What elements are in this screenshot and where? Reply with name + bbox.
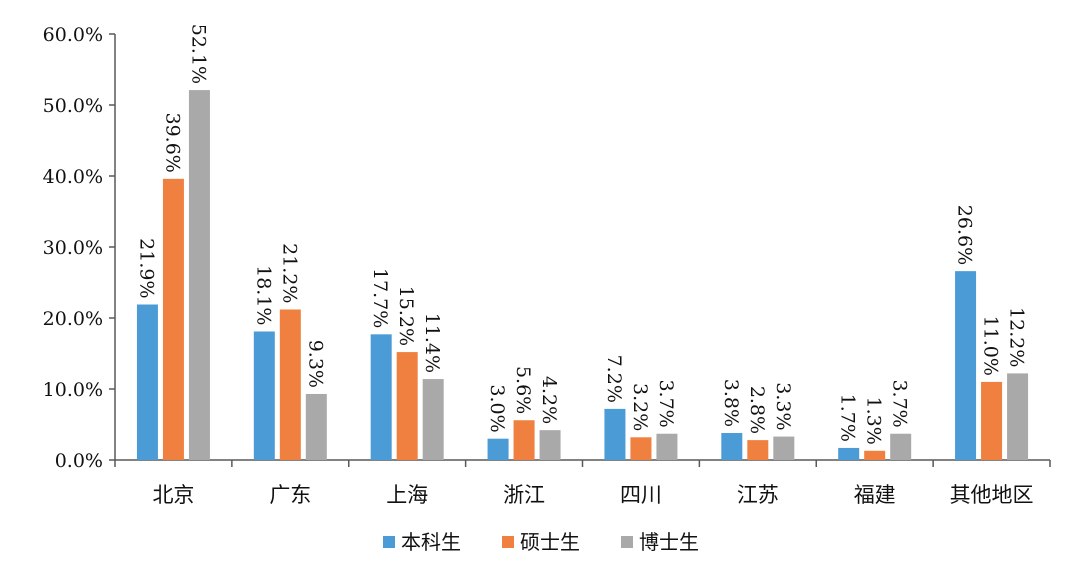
- bar: [1007, 373, 1029, 460]
- bar: [721, 433, 743, 460]
- data-label: 7.2%: [603, 355, 625, 403]
- bar: [162, 178, 184, 460]
- y-axis: 0.0% 10.0% 20.0% 30.0% 40.0% 50.0% 60.0%: [43, 24, 116, 472]
- bar: [487, 438, 509, 460]
- bar: [773, 436, 795, 460]
- data-label: 1.3%: [863, 396, 885, 444]
- bar: [656, 433, 678, 460]
- x-tick-label: 其他地区: [950, 483, 1034, 507]
- bar: [539, 430, 561, 460]
- bar: [838, 447, 860, 460]
- data-label: 3.7%: [889, 379, 911, 427]
- bar: [136, 304, 158, 460]
- bar: [604, 408, 626, 460]
- x-axis: 北京 广东 上海 浙江 四川 江苏 福建 其他地区: [114, 459, 1051, 507]
- legend-swatch: [621, 536, 633, 548]
- legend-swatch: [383, 536, 395, 548]
- bar: [253, 331, 275, 460]
- data-label: 12.2%: [1006, 307, 1028, 367]
- bar: [981, 381, 1003, 460]
- legend-label: 硕士生: [520, 530, 580, 554]
- data-label: 5.6%: [512, 366, 534, 414]
- data-label: 17.7%: [369, 268, 391, 328]
- y-tick-label: 60.0%: [43, 24, 103, 46]
- data-label: 3.7%: [655, 379, 677, 427]
- data-label: 3.3%: [772, 382, 794, 430]
- data-labels: 21.9%39.6%52.1%18.1% 21.2%9.3%17.7% 15.2% 1…: [135, 24, 1027, 445]
- legend-swatch: [502, 536, 514, 548]
- bar: [890, 433, 912, 460]
- y-tick-label: 40.0%: [43, 166, 103, 188]
- y-tick-label: 20.0%: [43, 308, 103, 330]
- data-label: 39.6%: [161, 112, 183, 172]
- x-tick-label: 上海: [386, 483, 428, 507]
- data-label: 1.7%: [837, 394, 859, 442]
- legend-label: 本科生: [401, 530, 461, 554]
- data-label: 3.8%: [720, 379, 742, 427]
- data-label: 26.6%: [954, 205, 976, 265]
- bar: [747, 440, 769, 460]
- bar: [955, 271, 977, 460]
- data-label: 3.0%: [486, 384, 508, 432]
- data-label: 2.8%: [746, 386, 768, 434]
- data-label: 11.0%: [980, 316, 1002, 376]
- x-tick-label: 浙江: [503, 483, 545, 507]
- bar: [188, 90, 210, 460]
- x-tick-label: 北京: [152, 483, 194, 507]
- data-label: 4.2%: [538, 376, 560, 424]
- bars: [136, 90, 1029, 460]
- bar: [396, 352, 418, 460]
- data-label: 18.1%: [252, 265, 274, 325]
- data-label: 15.2%: [395, 286, 417, 346]
- legend-label: 博士生: [639, 530, 699, 554]
- data-label: 21.9%: [135, 238, 157, 298]
- x-tick-label: 四川: [620, 483, 662, 507]
- data-label: 21.2%: [278, 243, 300, 303]
- legend: 本科生 硕士生 博士生: [383, 530, 699, 554]
- y-tick-label: 10.0%: [43, 379, 103, 401]
- data-label: 9.3%: [304, 340, 326, 388]
- bar: [864, 450, 886, 460]
- x-tick-label: 福建: [854, 483, 896, 507]
- bar: [630, 437, 652, 460]
- data-label: 3.2%: [629, 383, 651, 431]
- bar: [513, 420, 535, 460]
- y-tick-label: 30.0%: [43, 237, 103, 259]
- bar: [422, 379, 444, 460]
- x-tick-label: 江苏: [737, 483, 779, 507]
- y-tick-label: 50.0%: [43, 95, 103, 117]
- y-tick-label: 0.0%: [55, 450, 103, 472]
- data-label: 52.1%: [187, 24, 209, 84]
- x-tick-label: 广东: [269, 483, 311, 507]
- bar: [279, 309, 301, 460]
- data-label: 11.4%: [421, 313, 443, 373]
- bar: [370, 334, 392, 460]
- bar: [305, 393, 327, 460]
